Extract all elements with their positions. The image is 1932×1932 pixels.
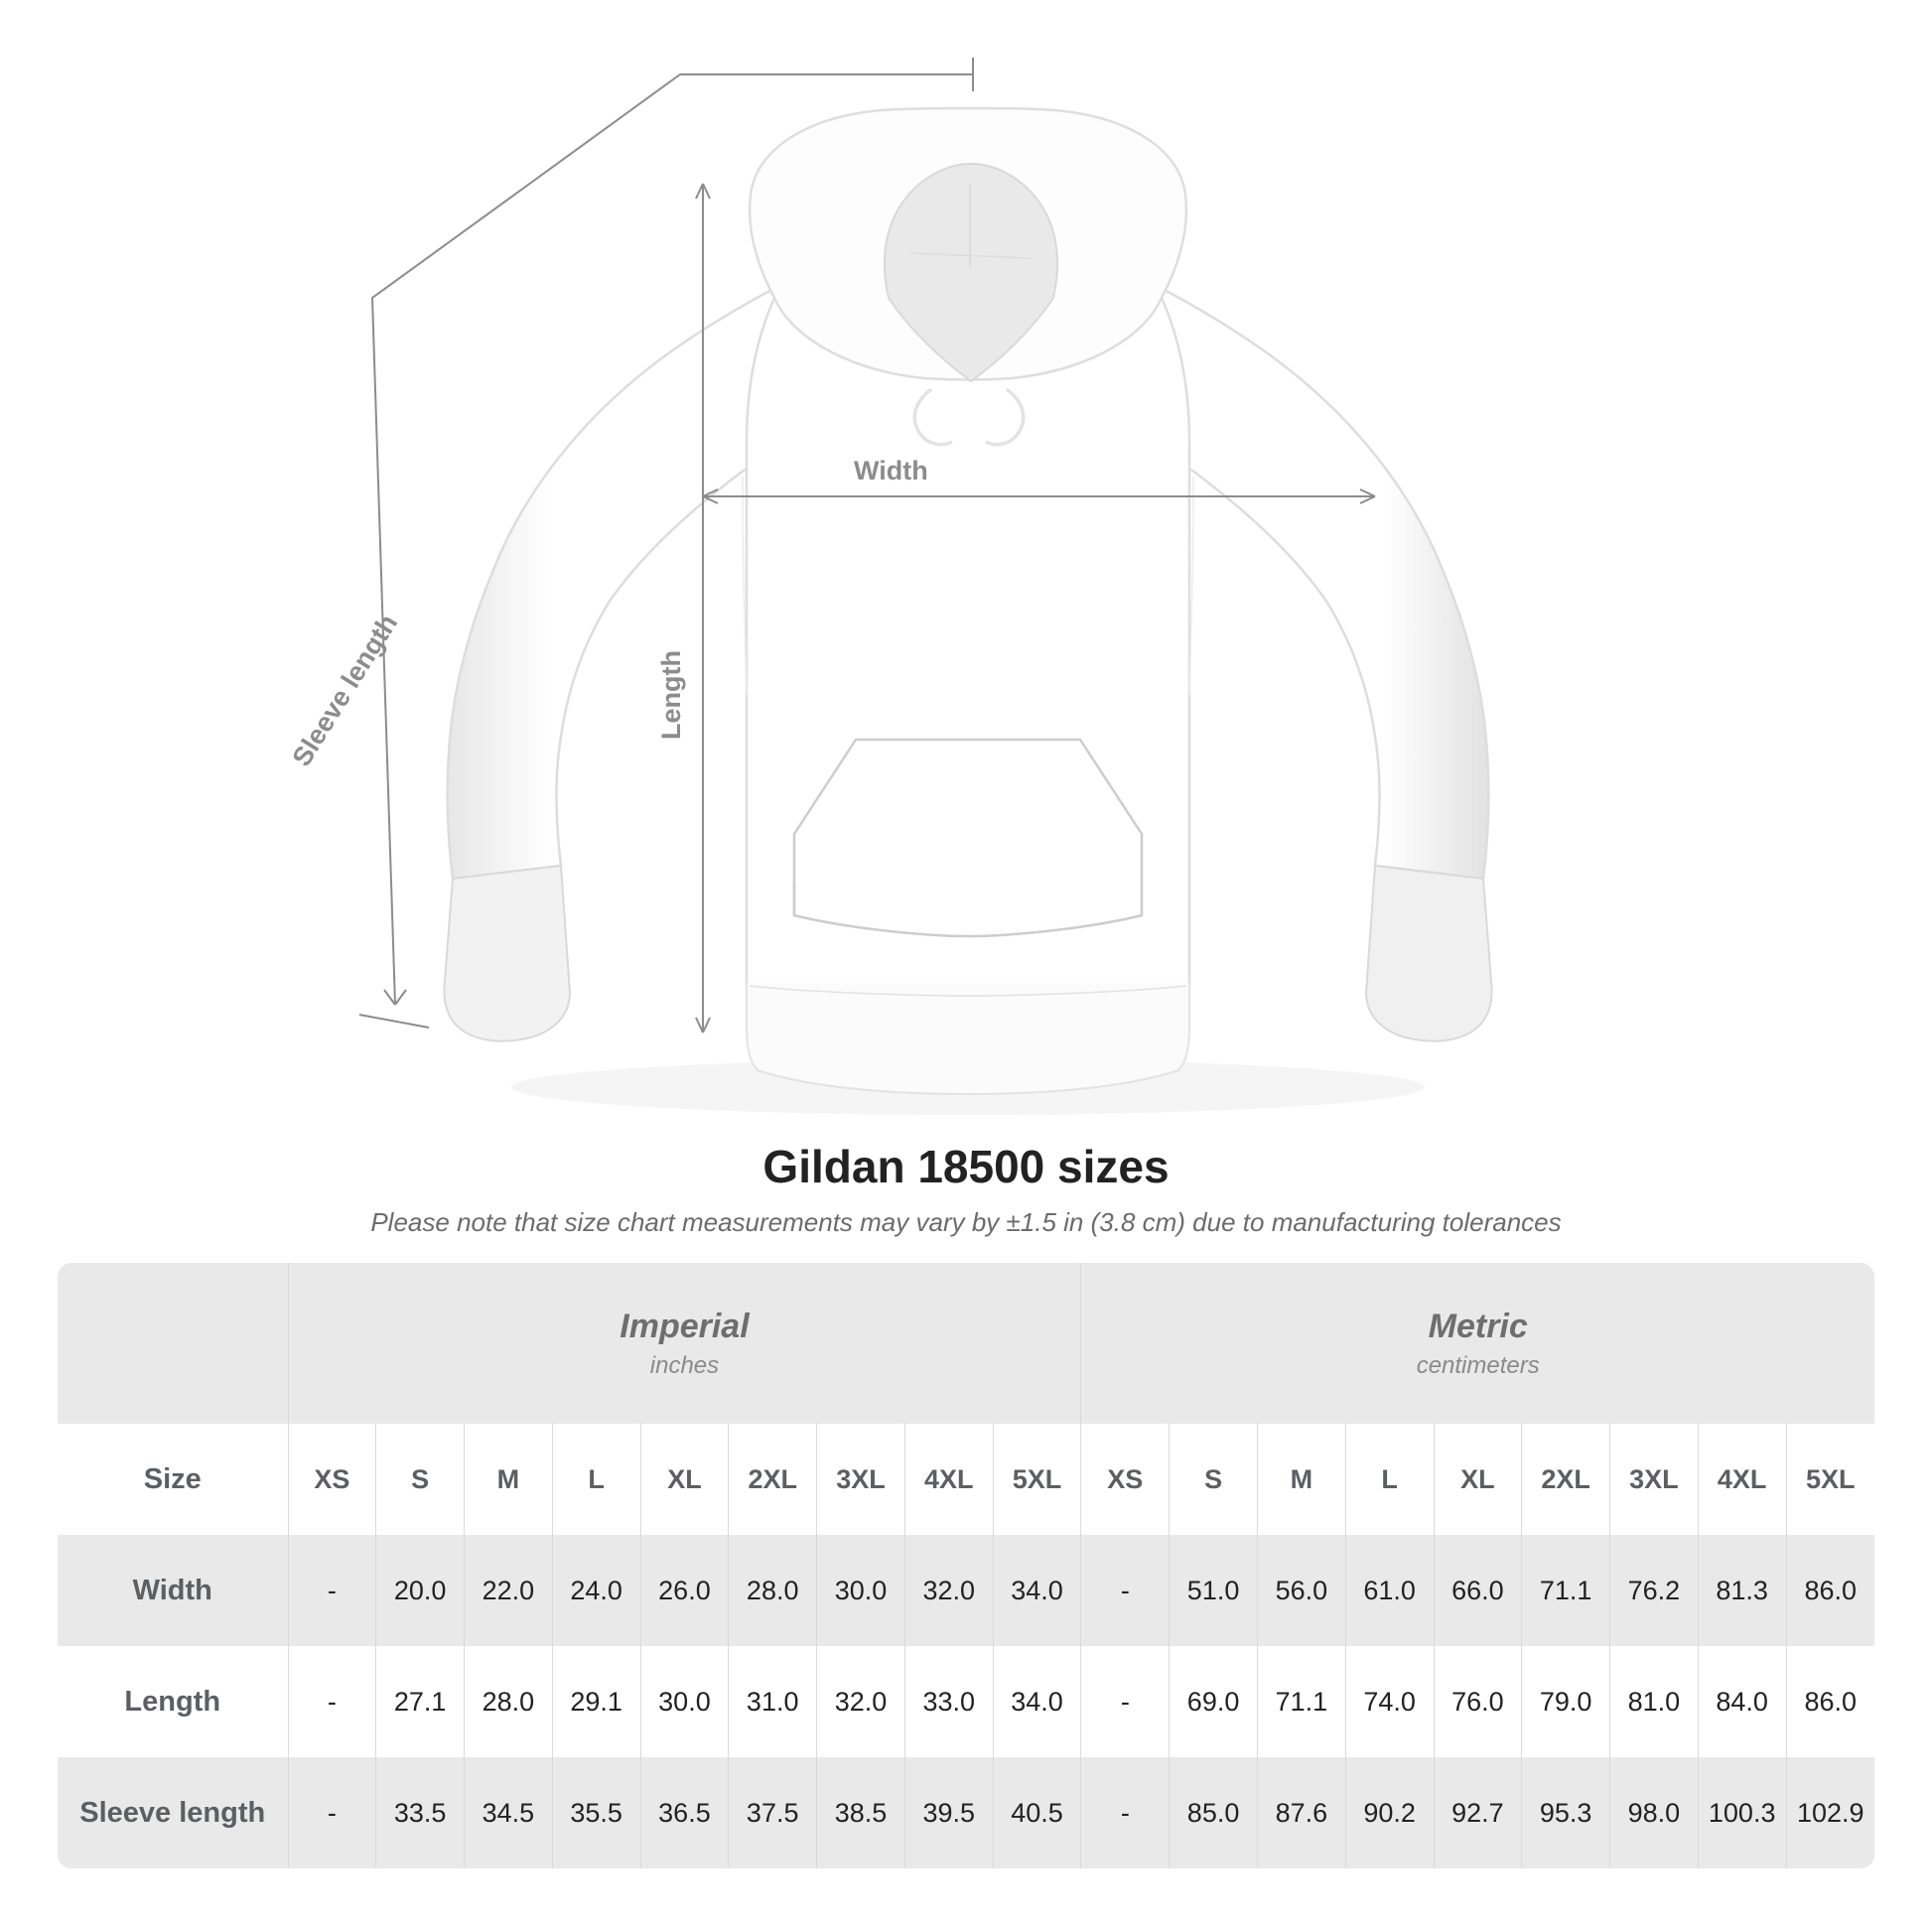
svg-text:Width: Width <box>854 456 928 485</box>
svg-text:Length: Length <box>656 650 686 740</box>
